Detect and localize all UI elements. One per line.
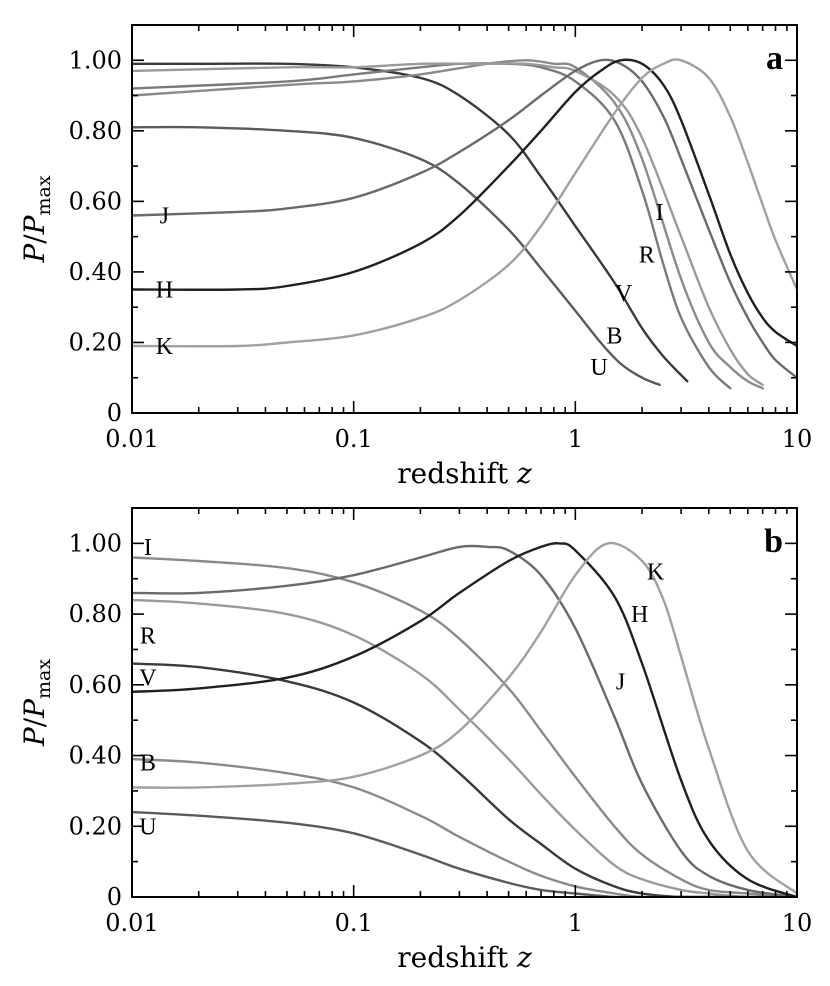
panel-b: 0.01 0.1 1 10 0 0.20 0.40 0.60 0.80 1.00 redshift … [18, 507, 813, 974]
curve-label-V: V [615, 281, 633, 307]
series-line-J [132, 58, 797, 379]
panel-a: 0.01 0.1 1 10 0 0.20 0.40 0.60 0.80 1.00 redshift … [18, 24, 813, 490]
x-tick-label: 0.01 [105, 425, 158, 453]
series-line-R [132, 59, 764, 390]
x-tick-label: 0.01 [105, 909, 158, 937]
series-group [132, 58, 797, 390]
y-tick-label: 0.60 [69, 671, 122, 699]
y-tick-label: 0.20 [69, 328, 122, 356]
curve-label-R: R [639, 242, 655, 268]
x-tick-label: 0.1 [335, 909, 373, 937]
series-line-V [132, 62, 732, 390]
series-line-U [132, 810, 797, 897]
curve-label-R: R [140, 623, 156, 649]
series-line-V [132, 662, 797, 897]
y-tick-label: 0.80 [69, 600, 122, 628]
y-tick-label: 0.80 [69, 117, 122, 145]
series-line-K [132, 58, 797, 348]
series-line-B [132, 62, 689, 383]
y-axis-label: P/Pmax [18, 659, 55, 747]
series-line-R [132, 598, 797, 897]
x-axis-label: redshift z [397, 941, 532, 974]
series-group [132, 541, 797, 897]
series-line-B [132, 757, 797, 897]
series-line-H [132, 58, 797, 348]
panel-letter: b [764, 523, 783, 560]
curve-label-V: V [139, 666, 157, 692]
curve-label-U: U [139, 814, 156, 840]
curve-label-I: I [656, 200, 664, 226]
y-tick-label: 0 [107, 883, 122, 911]
x-tick-label: 10 [782, 909, 813, 937]
curve-label-U: U [590, 355, 607, 381]
curve-label-J: J [160, 203, 169, 229]
series-line-U [132, 125, 661, 386]
plot-frame [131, 507, 798, 898]
series-line-I [132, 556, 797, 897]
y-tick-label: 0.60 [69, 187, 122, 215]
plot-frame [131, 24, 798, 414]
y-tick-label: 1.00 [69, 46, 122, 74]
y-tick-label: 0 [107, 399, 122, 427]
series-line-I [132, 62, 764, 386]
curve-label-B: B [606, 323, 622, 349]
curve-label-J: J [616, 669, 625, 695]
x-tick-label: 1 [568, 425, 583, 453]
series-line-J [132, 544, 797, 897]
x-tick-label: 0.1 [335, 425, 373, 453]
x-tick-label: 10 [782, 425, 813, 453]
y-axis-label: P/Pmax [18, 175, 55, 263]
x-axis-label: redshift z [397, 457, 532, 490]
x-tick-label: 1 [568, 909, 583, 937]
series-line-K [132, 541, 797, 895]
y-tick-label: 0.40 [69, 742, 122, 770]
curve-label-K: K [156, 334, 174, 360]
curve-label-B: B [140, 751, 156, 777]
curve-label-H: H [631, 602, 648, 628]
curve-label-I: I [144, 535, 152, 561]
y-tick-label: 1.00 [69, 529, 122, 557]
y-tick-label: 0.20 [69, 812, 122, 840]
curve-label-H: H [156, 278, 173, 304]
y-tick-label: 0.40 [69, 258, 122, 286]
series-line-H [132, 542, 797, 897]
curve-label-K: K [647, 560, 665, 586]
panel-letter: a [766, 40, 783, 77]
